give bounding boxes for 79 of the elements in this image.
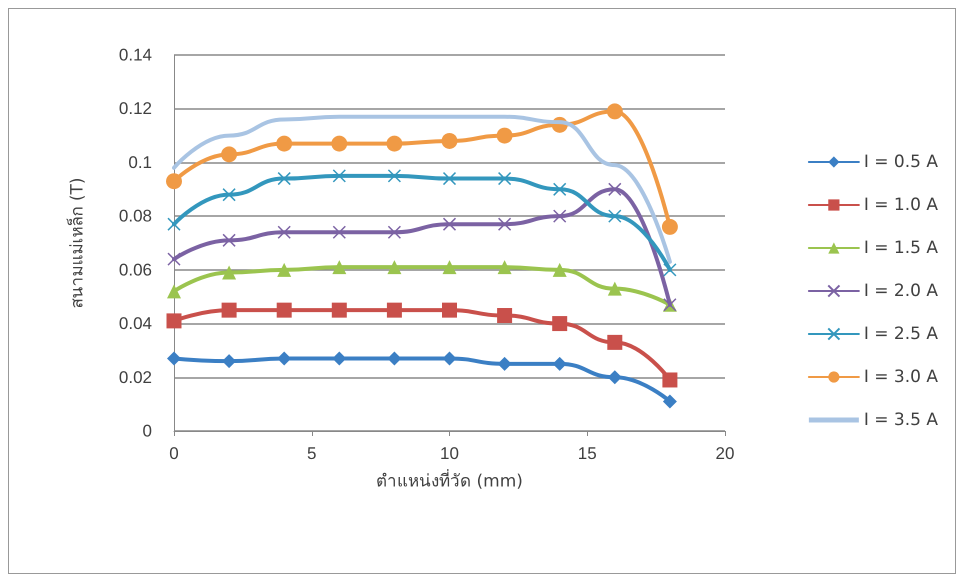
y-tick-label: 0.02 (118, 368, 152, 387)
point (332, 302, 347, 318)
point (496, 128, 513, 144)
point (332, 260, 346, 274)
point (552, 262, 567, 277)
point (277, 262, 292, 277)
point (608, 282, 622, 296)
point (662, 372, 678, 388)
point (276, 302, 292, 318)
point (387, 260, 402, 274)
y-tick-label: 0.14 (118, 46, 152, 64)
legend-label: I = 2.0 A (864, 281, 938, 301)
x-tick-label: 10 (440, 444, 459, 463)
point (222, 354, 236, 368)
x-tick-label: 15 (578, 444, 597, 463)
point (277, 172, 291, 186)
point (388, 169, 402, 183)
point (332, 351, 346, 366)
legend-label: I = 0.5 A (864, 152, 938, 172)
point (277, 351, 292, 366)
y-tick-label: 0 (142, 422, 152, 440)
point (222, 302, 237, 318)
y-tick-label: 0.12 (118, 99, 152, 118)
point (442, 132, 458, 149)
x-axis-title: ตำแหน่งที่วัด (mm) (376, 468, 523, 492)
point (222, 188, 236, 202)
point (663, 263, 677, 277)
point (276, 136, 292, 152)
y-tick-label: 0.1 (128, 152, 152, 172)
point (606, 103, 623, 120)
legend-label: I = 3.0 A (864, 367, 938, 387)
point (552, 316, 568, 332)
point (332, 226, 346, 240)
y-axis-title: สนามแม่เหล็ก (T) (66, 177, 88, 309)
point (167, 284, 181, 298)
line-series (172, 114, 672, 264)
point (608, 209, 622, 223)
point (662, 218, 678, 235)
legend-label: I = 2.5 A (864, 324, 938, 344)
point (608, 370, 622, 384)
y-tick-label: 0.04 (118, 314, 152, 334)
point (608, 182, 622, 196)
point (442, 302, 457, 318)
point (222, 266, 236, 280)
point (607, 334, 622, 350)
point (442, 260, 456, 274)
point (498, 172, 512, 186)
point (442, 172, 456, 186)
point (167, 351, 181, 366)
y-tick-label: 0.06 (118, 260, 152, 280)
y-tick-label: 0.08 (118, 206, 152, 226)
point (662, 394, 677, 408)
legend-label: I = 3.5 A (864, 410, 938, 430)
x-tick-label: 0 (169, 444, 179, 463)
point (388, 226, 402, 240)
point (167, 252, 181, 266)
point (167, 217, 181, 231)
point (442, 217, 456, 231)
point (221, 146, 238, 162)
point (497, 308, 512, 324)
point (166, 313, 182, 328)
point (498, 260, 512, 274)
point (498, 217, 512, 231)
x-tick-label: 20 (716, 444, 734, 463)
point (386, 136, 402, 152)
point (498, 356, 512, 371)
x-tick-label: 5 (307, 444, 316, 463)
point (332, 169, 346, 183)
legend-label: I = 1.5 A (864, 238, 938, 258)
point (331, 136, 348, 152)
point (386, 302, 402, 318)
point (552, 209, 566, 223)
point (552, 182, 566, 196)
legend-label: I = 1.0 A (864, 195, 938, 215)
point (277, 226, 291, 240)
point (166, 173, 182, 190)
point (442, 351, 456, 366)
point (552, 356, 567, 371)
point (222, 234, 236, 248)
